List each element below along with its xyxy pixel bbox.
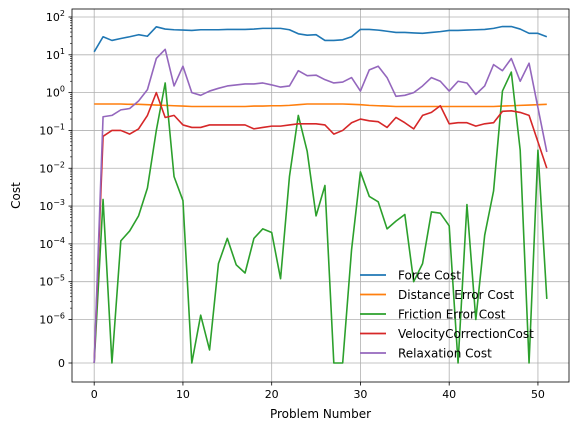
y-tick-label: 10−6 <box>39 312 65 327</box>
legend-label: VelocityCorrectionCost <box>398 327 534 341</box>
legend-label: Friction Error Cost <box>398 308 506 322</box>
y-tick-label: 101 <box>46 47 65 62</box>
legend-label: Force Cost <box>398 269 461 283</box>
x-tick-label: 40 <box>442 388 456 401</box>
legend-label: Relaxation Cost <box>398 347 492 361</box>
x-tick-label: 30 <box>353 388 367 401</box>
x-tick-label: 50 <box>531 388 545 401</box>
y-tick-label: 100 <box>46 85 65 100</box>
series-line-relaxation-cost <box>93 48 548 364</box>
y-tick-label: 10−2 <box>39 160 65 175</box>
series-layer <box>93 25 548 364</box>
x-axis-label: Problem Number <box>270 407 371 421</box>
y-tick-label: 102 <box>46 9 65 24</box>
y-tick-label: 10−3 <box>39 198 65 213</box>
series-line-velocitycorrectioncost <box>93 91 548 364</box>
y-axis-label: Cost <box>9 182 23 209</box>
y-tick-label: 10−4 <box>39 236 65 251</box>
plot-frame <box>71 8 570 383</box>
x-tick-label: 10 <box>176 388 190 401</box>
tick-layer: 0 10 20 30 40 50 0 10−6 10−5 10−4 10−3 10−2 10−1 100 1… <box>39 9 545 401</box>
grid-layer <box>72 9 569 382</box>
series-line-force-cost <box>93 25 548 53</box>
y-tick-label: 10−1 <box>39 122 65 137</box>
legend-label: Distance Error Cost <box>398 288 514 302</box>
y-tick-label: 0 <box>58 357 65 370</box>
x-tick-label: 20 <box>265 388 279 401</box>
legend: Force Cost Distance Error Cost Friction Er… <box>360 269 534 361</box>
x-tick-label: 0 <box>91 388 98 401</box>
series-line-friction-error-cost <box>93 71 548 364</box>
series-line-distance-error-cost <box>94 103 547 108</box>
y-tick-label: 10−5 <box>39 274 65 289</box>
